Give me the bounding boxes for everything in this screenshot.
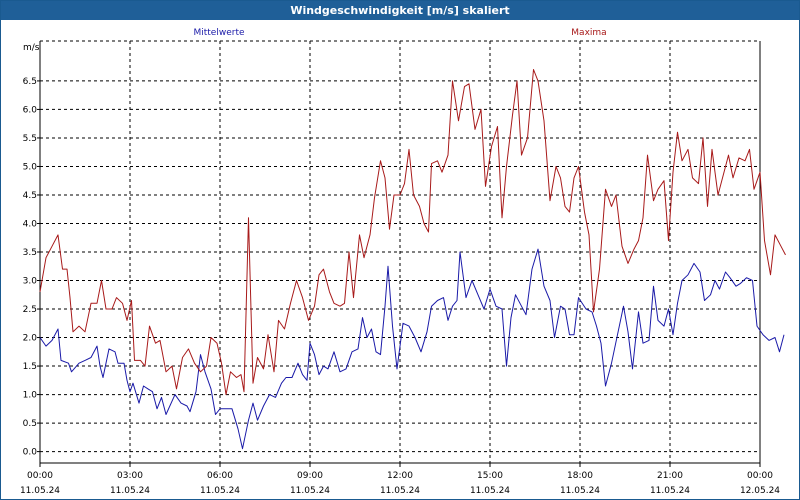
x-tick-date: 11.05.24 (470, 486, 510, 496)
x-tick-time: 09:00 (297, 471, 323, 481)
x-tick-time: 00:00 (27, 471, 53, 481)
series-line-mittelwerte (39, 248, 785, 450)
y-tick-label: 5.5 (23, 134, 37, 144)
y-tick-label: 0.5 (23, 419, 37, 429)
x-tick-date: 11.05.24 (20, 486, 60, 496)
x-tick-time: 00:00 (747, 471, 773, 481)
x-tick-date: 12.05.24 (740, 486, 780, 496)
y-tick-label: 3.5 (23, 248, 37, 258)
x-tick-time: 12:00 (387, 471, 413, 481)
y-tick-label: 4.0 (23, 219, 38, 229)
y-tick-label: 6.0 (23, 105, 38, 115)
x-tick-date: 11.05.24 (290, 486, 330, 496)
y-axis-title: m/s (23, 43, 40, 53)
y-tick-label: 2.5 (23, 305, 37, 315)
x-axis-labels: 00:00 11.05.24 03:00 11.05.24 06:00 11.05.24 0… (20, 471, 780, 496)
y-tick-label: 3.0 (23, 277, 38, 287)
y-tick-label: 1.0 (23, 391, 38, 401)
x-tick-time: 15:00 (477, 471, 503, 481)
y-tick-label: 0.0 (23, 448, 38, 458)
y-tick-label: 2.0 (23, 334, 38, 344)
x-tick-date: 11.05.24 (200, 486, 240, 496)
legend-mittelwerte: Mittelwerte (193, 28, 244, 38)
window-title: Windgeschwindigkeit [m/s] skaliert (1, 1, 799, 20)
x-tick-date: 11.05.24 (560, 486, 600, 496)
legend-maxima: Maxima (571, 28, 606, 38)
y-tick-label: 1.5 (23, 362, 37, 372)
y-tick-label: 4.5 (23, 191, 37, 201)
series-lines (39, 69, 786, 450)
y-tick-label: 6.5 (23, 77, 37, 87)
axes (37, 41, 761, 467)
x-tick-time: 21:00 (657, 471, 683, 481)
grid-lines (40, 40, 760, 463)
y-tick-label: 5.0 (23, 162, 38, 172)
y-axis-labels: 0.0 0.5 1.0 1.5 2.0 2.5 3.0 3.5 4.0 4.5 5.0 5.5 6.0 6… (23, 77, 38, 458)
x-tick-time: 06:00 (207, 471, 233, 481)
x-tick-time: 03:00 (117, 471, 143, 481)
x-tick-date: 11.05.24 (110, 486, 150, 496)
x-tick-date: 11.05.24 (380, 486, 420, 496)
series-line-maxima (39, 69, 786, 396)
x-tick-date: 11.05.24 (650, 486, 690, 496)
x-tick-time: 18:00 (567, 471, 593, 481)
